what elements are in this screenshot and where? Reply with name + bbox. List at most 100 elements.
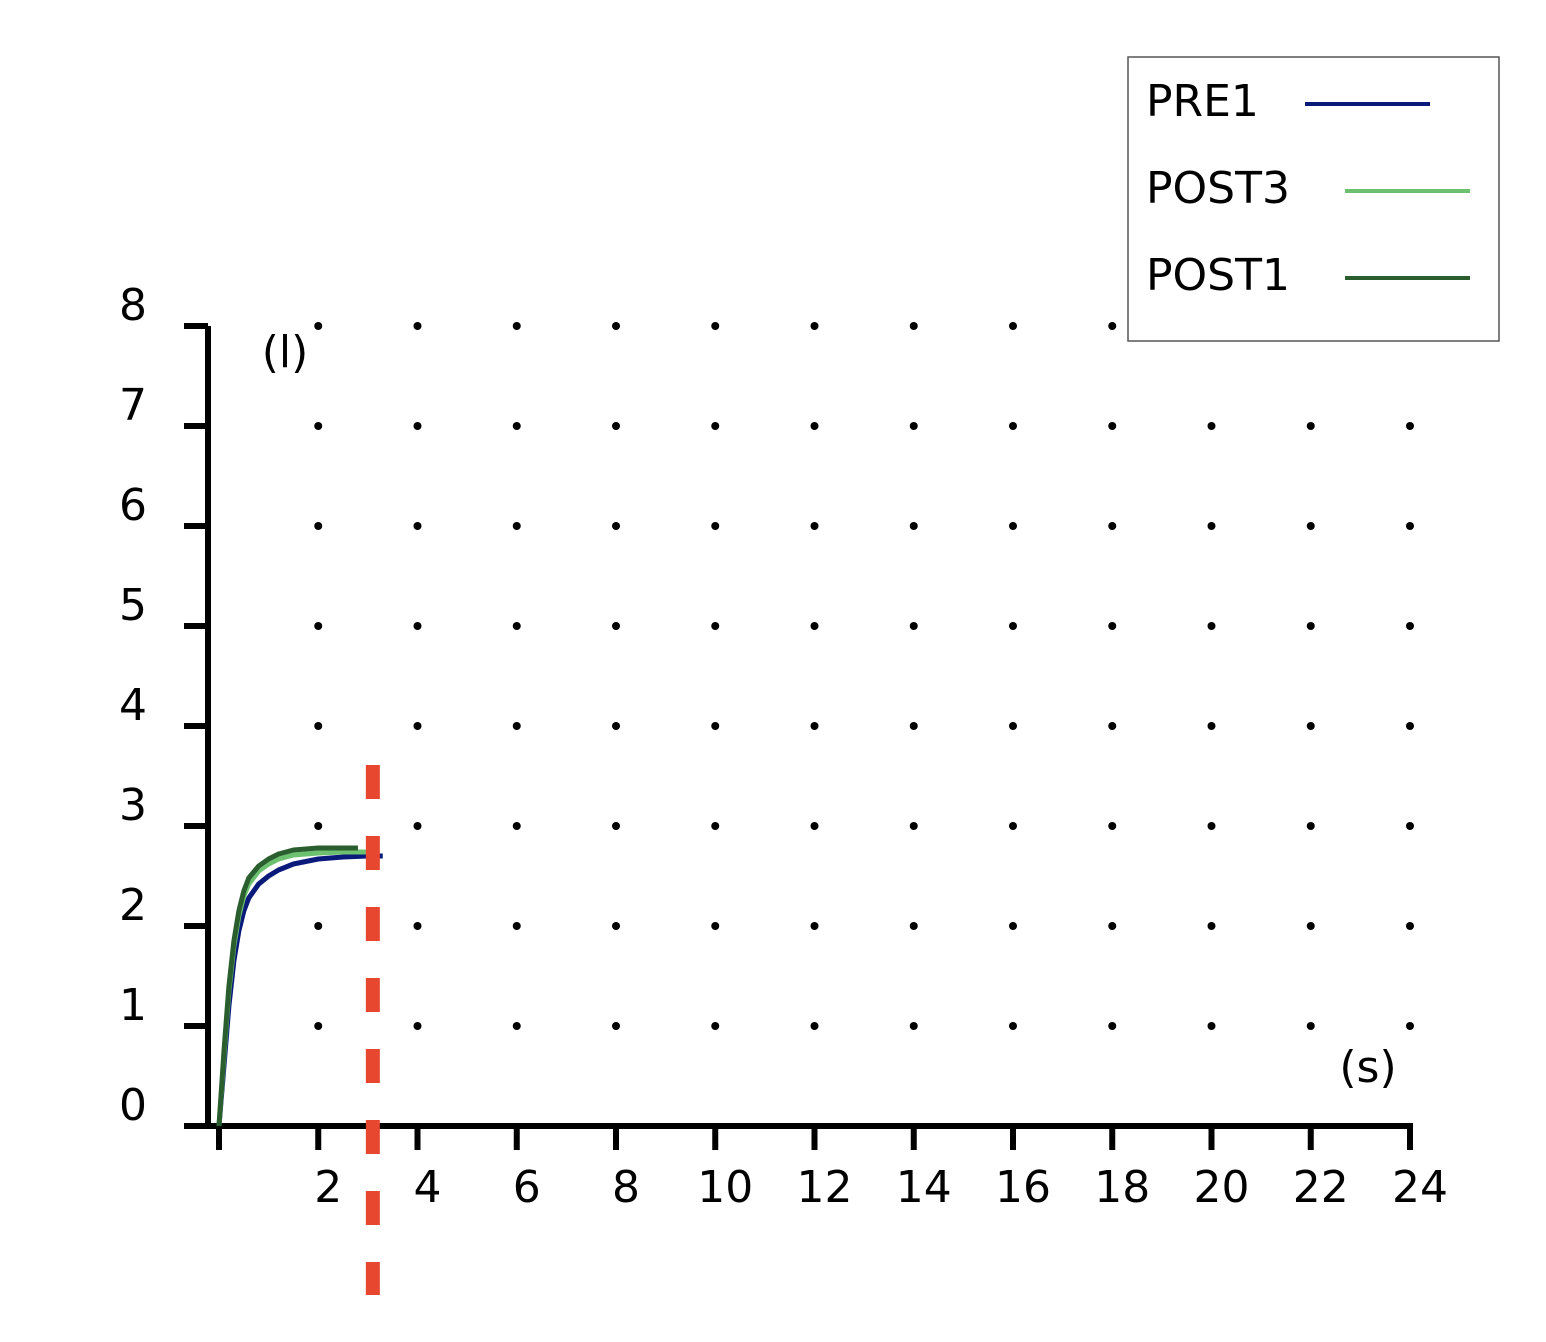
grid-dot bbox=[413, 922, 422, 930]
grid-dot bbox=[1406, 922, 1414, 930]
grid-dot bbox=[314, 622, 323, 630]
grid-dot bbox=[512, 922, 521, 930]
y-tick-label: 1 bbox=[119, 980, 147, 1031]
grid-dot bbox=[1306, 822, 1315, 830]
grid-dot bbox=[711, 922, 720, 930]
x-tick-label: 20 bbox=[1194, 1162, 1250, 1213]
grid-dot bbox=[1306, 522, 1315, 530]
grid-dot bbox=[711, 322, 720, 330]
grid-dot bbox=[413, 322, 422, 330]
grid-dot bbox=[1406, 722, 1414, 730]
grid-dot bbox=[314, 422, 323, 430]
y-tick-label: 0 bbox=[119, 1080, 147, 1131]
grid-dot bbox=[413, 1022, 422, 1030]
grid-dot bbox=[512, 822, 521, 830]
y-tick-label: 4 bbox=[119, 680, 147, 731]
grid-dot bbox=[1306, 922, 1315, 930]
grid-dot bbox=[512, 722, 521, 730]
x-tick-label: 8 bbox=[612, 1162, 640, 1213]
grid-dot bbox=[512, 522, 521, 530]
grid-dot bbox=[1009, 822, 1017, 830]
y-tick-label: 7 bbox=[119, 380, 147, 431]
grid-dot bbox=[810, 322, 819, 330]
grid-dot bbox=[612, 422, 620, 430]
grid-dot bbox=[810, 922, 819, 930]
grid-dot bbox=[711, 1022, 720, 1030]
y-tick-label: 3 bbox=[119, 780, 147, 831]
grid-dot bbox=[1108, 322, 1117, 330]
grid-dot bbox=[1009, 922, 1017, 930]
x-unit-label: (s) bbox=[1339, 1042, 1396, 1093]
x-tick-label: 2 bbox=[314, 1162, 342, 1213]
grid-dot bbox=[413, 522, 422, 530]
grid-dot bbox=[612, 622, 620, 630]
grid-dot bbox=[1207, 422, 1216, 430]
grid-dot bbox=[1207, 922, 1216, 930]
grid-dot bbox=[512, 322, 521, 330]
grid-dot bbox=[810, 422, 819, 430]
x-tick-label: 22 bbox=[1293, 1162, 1349, 1213]
grid-dot bbox=[314, 522, 323, 530]
grid-dot bbox=[612, 722, 620, 730]
grid-dot bbox=[1009, 1022, 1017, 1030]
grid-dot bbox=[1306, 422, 1315, 430]
x-tick-label: 4 bbox=[414, 1162, 442, 1213]
grid-dot bbox=[810, 622, 819, 630]
grid-dot bbox=[314, 322, 323, 330]
grid-dot bbox=[612, 922, 620, 930]
grid-dot bbox=[810, 822, 819, 830]
grid-dot bbox=[612, 322, 620, 330]
grid-dot bbox=[1306, 622, 1315, 630]
grid-dot bbox=[512, 622, 521, 630]
grid-dot bbox=[512, 422, 521, 430]
grid-dot bbox=[1306, 1022, 1315, 1030]
grid-dot bbox=[810, 1022, 819, 1030]
x-tick-label: 10 bbox=[697, 1162, 753, 1213]
grid-dot bbox=[909, 522, 918, 530]
grid-dot bbox=[413, 722, 422, 730]
grid-dot bbox=[1406, 822, 1414, 830]
grid-dot bbox=[711, 522, 720, 530]
grid-dot bbox=[711, 422, 720, 430]
legend-label: POST3 bbox=[1146, 163, 1290, 214]
x-tick-label: 12 bbox=[797, 1162, 853, 1213]
grid-dot bbox=[413, 822, 422, 830]
y-tick-label: 6 bbox=[119, 480, 147, 531]
grid-dot bbox=[1406, 622, 1414, 630]
y-unit-label: (l) bbox=[262, 327, 309, 378]
grid-dot bbox=[1306, 722, 1315, 730]
grid-dot bbox=[1207, 822, 1216, 830]
grid-dot bbox=[1108, 522, 1117, 530]
grid-dot bbox=[1108, 722, 1117, 730]
grid-dot bbox=[909, 922, 918, 930]
grid-dot bbox=[512, 1022, 521, 1030]
x-tick-label: 6 bbox=[513, 1162, 541, 1213]
grid-dot bbox=[314, 722, 323, 730]
x-tick-label: 18 bbox=[1094, 1162, 1150, 1213]
grid-dot bbox=[1207, 622, 1216, 630]
grid-dot bbox=[1406, 522, 1414, 530]
grid-dot bbox=[1009, 322, 1017, 330]
grid-dot bbox=[1207, 722, 1216, 730]
y-tick-label: 8 bbox=[119, 280, 147, 331]
grid-dot bbox=[909, 722, 918, 730]
grid-dot bbox=[612, 522, 620, 530]
grid-dot bbox=[612, 822, 620, 830]
grid-dot bbox=[909, 822, 918, 830]
legend-label: POST1 bbox=[1146, 250, 1290, 301]
grid-dot bbox=[1108, 1022, 1117, 1030]
grid-dot bbox=[810, 722, 819, 730]
x-tick-label: 16 bbox=[995, 1162, 1051, 1213]
grid-dot bbox=[413, 622, 422, 630]
grid-dot bbox=[711, 822, 720, 830]
grid-dot bbox=[1406, 1022, 1414, 1030]
grid-dot bbox=[1108, 422, 1117, 430]
grid-dot bbox=[1009, 622, 1017, 630]
y-tick-label: 2 bbox=[119, 880, 147, 931]
grid-dot bbox=[314, 1022, 323, 1030]
grid-dot bbox=[909, 622, 918, 630]
grid-dot bbox=[1108, 622, 1117, 630]
grid-dot bbox=[1108, 922, 1117, 930]
grid-dot bbox=[1207, 522, 1216, 530]
